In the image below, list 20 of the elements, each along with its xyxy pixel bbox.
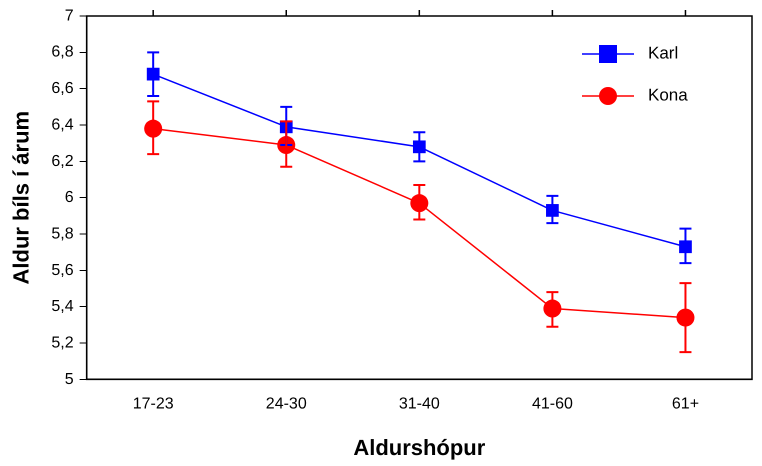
x-tick-label: 24-30 [266,395,307,412]
y-tick-label: 5 [64,370,74,388]
y-tick-label: 5,6 [51,262,74,279]
x-axis-title: Aldurshópur [353,434,486,460]
y-tick-label: 5,2 [51,334,74,352]
y-axis-title: Aldur bíls í árum [8,110,34,284]
y-tick-label: 6 [64,189,74,206]
y-tick-label: 6,4 [51,116,74,134]
x-tick-label: 61+ [672,395,700,412]
legend-label: Kona [648,86,688,105]
legend-label: Karl [648,44,678,63]
x-tick-label: 17-23 [132,395,174,412]
y-tick-label: 5,4 [51,298,74,316]
y-tick-label: 6,8 [51,44,74,61]
x-tick-label: 31-40 [398,395,440,412]
y-tick-label: 5,8 [51,225,74,242]
x-tick-label: 41-60 [532,395,573,412]
y-tick-label: 7 [64,7,74,24]
y-tick-label: 6,6 [51,80,74,98]
y-tick-label: 6,2 [51,152,74,170]
